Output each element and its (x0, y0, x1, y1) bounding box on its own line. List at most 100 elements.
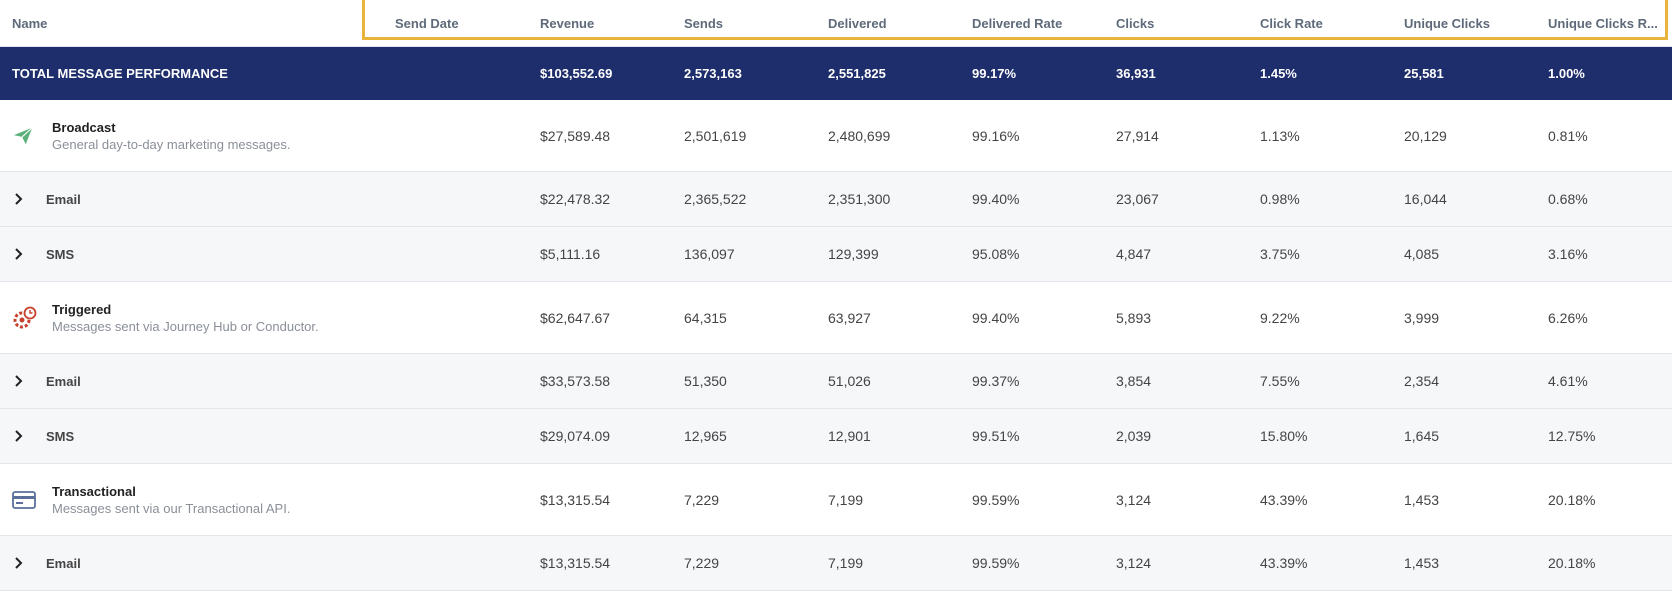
group-name: Transactional Messages sent via our Trans… (52, 464, 290, 535)
chevron-right-icon[interactable] (14, 227, 24, 281)
total-unique-clicks-rate: 1.00% (1548, 66, 1585, 81)
chevron-right-icon[interactable] (14, 172, 24, 226)
child-delivered: 12,901 (828, 428, 871, 444)
total-sends: 2,573,163 (684, 66, 742, 81)
child-unique-clicks-rate: 20.18% (1548, 555, 1596, 571)
child-clicks: 4,847 (1116, 246, 1152, 262)
column-header-sends[interactable]: Sends (684, 15, 724, 31)
child-name: Email (46, 555, 81, 571)
child-name: Email (46, 191, 81, 207)
child-delivered-rate: 99.37% (972, 373, 1020, 389)
child-sends: 51,350 (684, 373, 727, 389)
group-sends: 64,315 (684, 309, 727, 326)
child-revenue: $13,315.54 (540, 555, 611, 571)
child-row-triggered-sms[interactable]: SMS $29,074.09 12,965 12,901 99.51% 2,039 15.8… (0, 409, 1672, 464)
child-sends: 12,965 (684, 428, 727, 444)
column-header-delivered[interactable]: Delivered (828, 15, 887, 31)
group-delivered-rate: 99.40% (972, 309, 1020, 326)
column-header-click-rate[interactable]: Click Rate (1260, 15, 1323, 31)
child-click-rate: 43.39% (1260, 555, 1308, 571)
group-row-transactional[interactable]: Transactional Messages sent via our Trans… (0, 464, 1672, 536)
group-unique-clicks-rate: 6.26% (1548, 309, 1588, 326)
group-description: Messages sent via our Transactional API. (52, 500, 291, 516)
child-clicks: 2,039 (1116, 428, 1152, 444)
column-header-revenue[interactable]: Revenue (540, 15, 595, 31)
paper-plane-icon (12, 100, 34, 171)
group-click-rate: 43.39% (1260, 491, 1308, 508)
column-header-delivered-rate[interactable]: Delivered Rate (972, 15, 1063, 31)
child-clicks: 3,854 (1116, 373, 1152, 389)
child-unique-clicks-rate: 3.16% (1548, 246, 1588, 262)
group-unique-clicks: 3,999 (1404, 309, 1440, 326)
child-sends: 7,229 (684, 555, 720, 571)
child-name: SMS (46, 428, 75, 444)
group-revenue: $13,315.54 (540, 491, 611, 508)
chevron-right-icon[interactable] (14, 354, 24, 408)
total-revenue: $103,552.69 (540, 66, 613, 81)
child-unique-clicks-rate: 12.75% (1548, 428, 1596, 444)
child-sends: 2,365,522 (684, 191, 747, 207)
column-header-unique-clicks-rate[interactable]: Unique Clicks R... (1548, 15, 1658, 31)
total-row: TOTAL MESSAGE PERFORMANCE $103,552.69 2,57… (0, 47, 1672, 100)
group-row-triggered[interactable]: Triggered Messages sent via Journey Hub o… (0, 282, 1672, 354)
group-click-rate: 9.22% (1260, 309, 1300, 326)
group-clicks: 5,893 (1116, 309, 1152, 326)
group-unique-clicks: 20,129 (1404, 127, 1447, 144)
total-unique-clicks: 25,581 (1404, 66, 1444, 81)
group-name: Triggered Messages sent via Journey Hub o… (52, 282, 319, 353)
child-clicks: 3,124 (1116, 555, 1152, 571)
child-delivered: 2,351,300 (828, 191, 891, 207)
child-unique-clicks: 2,354 (1404, 373, 1440, 389)
child-clicks: 23,067 (1116, 191, 1159, 207)
gear-clock-icon (12, 282, 38, 353)
chevron-right-icon[interactable] (14, 536, 24, 590)
group-description: Messages sent via Journey Hub or Conduct… (52, 318, 319, 334)
child-row-broadcast-sms[interactable]: SMS $5,111.16 136,097 129,399 95.08% 4,847 3.7… (0, 227, 1672, 282)
column-header-send-date[interactable]: Send Date (395, 15, 459, 31)
table-header: Name Send Date Revenue Sends Delivered Delive… (0, 0, 1672, 47)
group-title: Transactional (52, 483, 136, 499)
child-revenue: $33,573.58 (540, 373, 611, 389)
column-header-clicks[interactable]: Clicks (1116, 15, 1155, 31)
child-sends: 136,097 (684, 246, 735, 262)
child-revenue: $5,111.16 (540, 246, 601, 262)
group-name: Broadcast General day-to-day marketing me… (52, 100, 290, 171)
child-row-triggered-email[interactable]: Email $33,573.58 51,350 51,026 99.37% 3,854 7.… (0, 354, 1672, 409)
group-delivered-rate: 99.59% (972, 491, 1020, 508)
group-sends: 2,501,619 (684, 127, 747, 144)
child-name: SMS (46, 246, 75, 262)
chevron-right-icon[interactable] (14, 409, 24, 463)
group-title: Triggered (52, 301, 112, 317)
group-delivered: 7,199 (828, 491, 864, 508)
total-clicks: 36,931 (1116, 66, 1156, 81)
child-click-rate: 0.98% (1260, 191, 1300, 207)
total-click-rate: 1.45% (1260, 66, 1297, 81)
child-revenue: $22,478.32 (540, 191, 611, 207)
child-row-transactional-email[interactable]: Email $13,315.54 7,229 7,199 99.59% 3,124 43.3… (0, 536, 1672, 591)
child-click-rate: 3.75% (1260, 246, 1300, 262)
child-row-broadcast-email[interactable]: Email $22,478.32 2,365,522 2,351,300 99.40% 2… (0, 172, 1672, 227)
child-unique-clicks-rate: 4.61% (1548, 373, 1588, 389)
child-click-rate: 7.55% (1260, 373, 1300, 389)
column-header-unique-clicks[interactable]: Unique Clicks (1404, 15, 1490, 31)
total-label: TOTAL MESSAGE PERFORMANCE (12, 66, 228, 81)
child-name: Email (46, 373, 81, 389)
child-unique-clicks: 1,645 (1404, 428, 1440, 444)
group-description: General day-to-day marketing messages. (52, 136, 291, 152)
child-revenue: $29,074.09 (540, 428, 611, 444)
credit-card-icon (12, 464, 36, 535)
group-revenue: $27,589.48 (540, 127, 611, 144)
group-row-broadcast[interactable]: Broadcast General day-to-day marketing me… (0, 100, 1672, 172)
child-delivered-rate: 99.51% (972, 428, 1020, 444)
group-delivered: 63,927 (828, 309, 871, 326)
child-delivered-rate: 95.08% (972, 246, 1020, 262)
group-clicks: 27,914 (1116, 127, 1159, 144)
child-delivered: 51,026 (828, 373, 871, 389)
child-delivered-rate: 99.59% (972, 555, 1020, 571)
group-click-rate: 1.13% (1260, 127, 1300, 144)
child-delivered: 129,399 (828, 246, 879, 262)
group-delivered: 2,480,699 (828, 127, 891, 144)
column-header-name[interactable]: Name (12, 15, 48, 31)
child-unique-clicks: 1,453 (1404, 555, 1440, 571)
